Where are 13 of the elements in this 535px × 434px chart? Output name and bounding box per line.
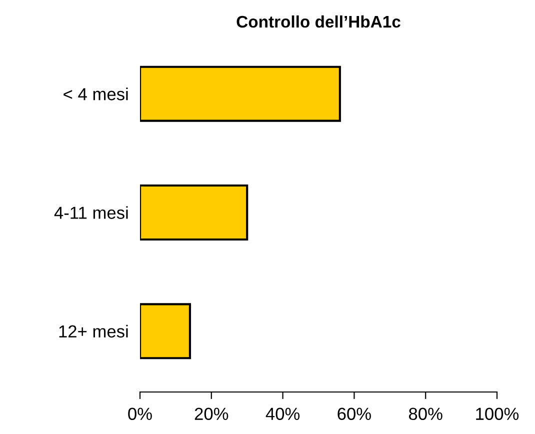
x-tick-label: 80% [408,408,442,420]
bar [140,66,341,122]
x-tick-label: 60% [338,408,371,420]
bar [140,303,192,360]
x-tick-label: 40% [266,408,300,420]
y-tick-label: < 4 mesi [64,88,128,100]
x-tick-label: 0% [128,408,152,420]
bar [140,184,248,241]
y-tick-label: 12+ mesi [59,324,128,338]
y-tick-label: 4-11 mesi [54,206,128,219]
chart-title: Controllo dell’HbA1c [236,15,400,28]
x-tick-label: 100% [476,408,519,420]
x-tick-label: 20% [194,408,228,420]
